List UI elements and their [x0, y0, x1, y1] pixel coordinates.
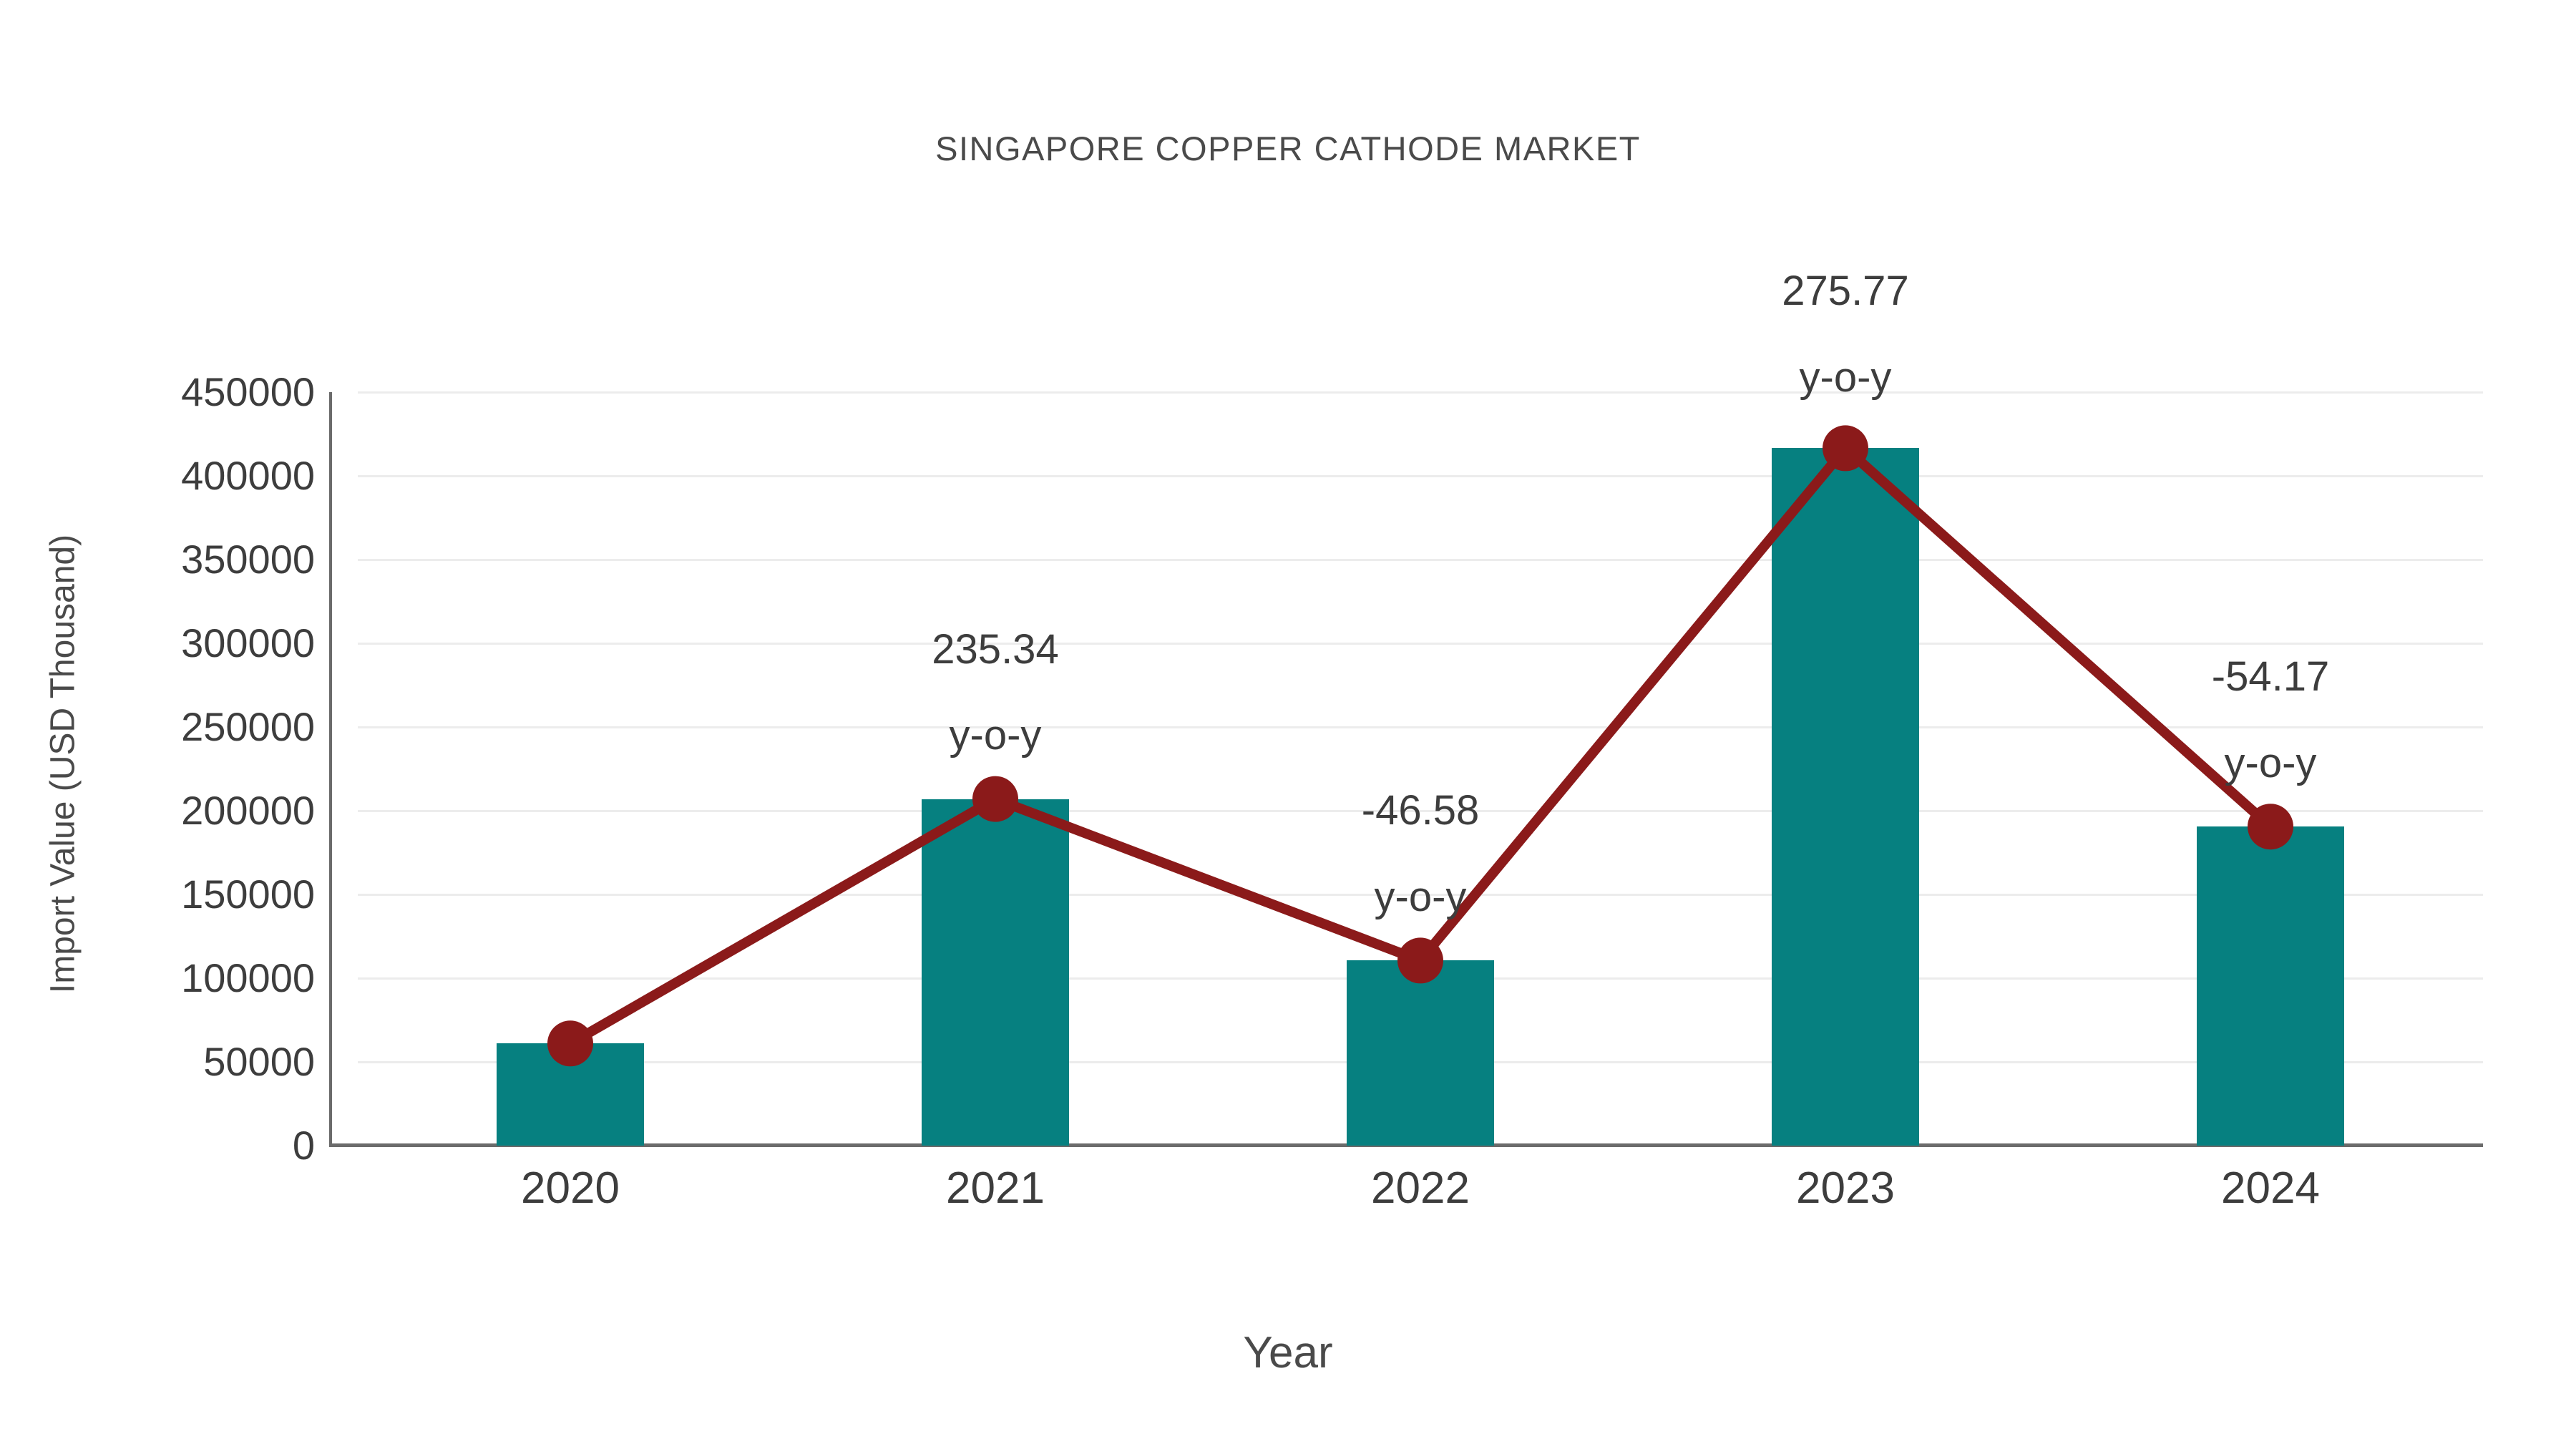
yoy-annotation-value: -54.17 — [2211, 653, 2330, 701]
yoy-annotation-suffix: y-o-y — [1374, 873, 1467, 920]
y-axis-tick-label: 100000 — [181, 955, 315, 1000]
y-axis-tick-label: 400000 — [181, 453, 315, 498]
yoy-annotation-suffix: y-o-y — [2224, 739, 2317, 786]
yoy-annotation: -46.58 y-o-y — [1234, 781, 1606, 927]
yoy-annotation: -54.17 y-o-y — [2084, 648, 2457, 793]
yoy-annotation-suffix: y-o-y — [949, 711, 1042, 758]
x-axis-tick-label: 2021 — [946, 1163, 1045, 1213]
chart-title: SINGAPORE COPPER CATHODE MARKET — [935, 130, 1641, 167]
bar[interactable] — [1772, 448, 1919, 1146]
y-axis-tick-label: 50000 — [203, 1039, 315, 1084]
yoy-annotation-suffix: y-o-y — [1799, 353, 1892, 401]
y-axis-tick-label: 0 — [292, 1123, 315, 1168]
x-axis-tick-label: 2020 — [521, 1163, 620, 1213]
yoy-annotation: 235.34 y-o-y — [809, 620, 1181, 766]
gridline — [358, 391, 2483, 394]
y-axis-tick-label: 350000 — [181, 537, 315, 582]
x-axis-tick-label: 2024 — [2221, 1163, 2320, 1213]
y-axis-tick-label: 200000 — [181, 788, 315, 833]
bar[interactable] — [497, 1043, 644, 1146]
yoy-annotation-value: 275.77 — [1782, 268, 1909, 315]
y-axis-tick-label: 450000 — [181, 369, 315, 414]
y-axis-tick-label: 150000 — [181, 872, 315, 917]
x-axis-title: Year — [1243, 1328, 1333, 1377]
yoy-annotation: 275.77 y-o-y — [1659, 262, 2031, 407]
yoy-annotation-value: 235.34 — [932, 625, 1059, 673]
bar[interactable] — [1347, 960, 1494, 1146]
yoy-annotation-value: -46.58 — [1361, 787, 1480, 834]
x-axis-tick-label: 2023 — [1796, 1163, 1895, 1213]
y-axis-tick-label: 300000 — [181, 620, 315, 665]
x-axis-tick-label: 2022 — [1371, 1163, 1470, 1213]
bar[interactable] — [922, 799, 1069, 1146]
bar[interactable] — [2197, 826, 2344, 1146]
y-axis-tick-label: 250000 — [181, 704, 315, 749]
y-axis-line — [329, 392, 332, 1147]
